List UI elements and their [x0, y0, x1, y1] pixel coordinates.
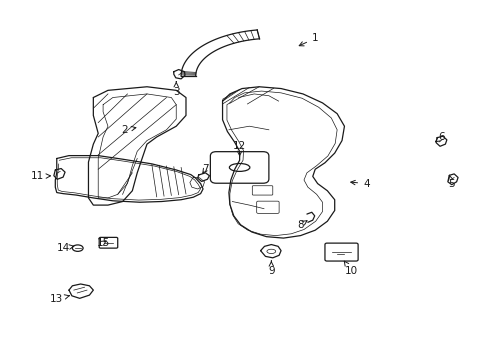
Text: 6: 6 — [435, 132, 445, 142]
Text: 13: 13 — [50, 294, 69, 304]
Text: 1: 1 — [299, 33, 318, 46]
Text: 3: 3 — [173, 82, 179, 97]
Text: 7: 7 — [202, 164, 208, 174]
Text: 5: 5 — [447, 175, 454, 189]
Text: 2: 2 — [122, 125, 136, 135]
Text: 15: 15 — [96, 238, 109, 248]
Text: 4: 4 — [350, 179, 369, 189]
Text: 8: 8 — [297, 220, 306, 230]
Text: 14: 14 — [57, 243, 74, 253]
Text: 9: 9 — [267, 261, 274, 276]
Text: 12: 12 — [232, 141, 246, 157]
Text: 11: 11 — [31, 171, 50, 181]
Text: 10: 10 — [344, 261, 358, 276]
